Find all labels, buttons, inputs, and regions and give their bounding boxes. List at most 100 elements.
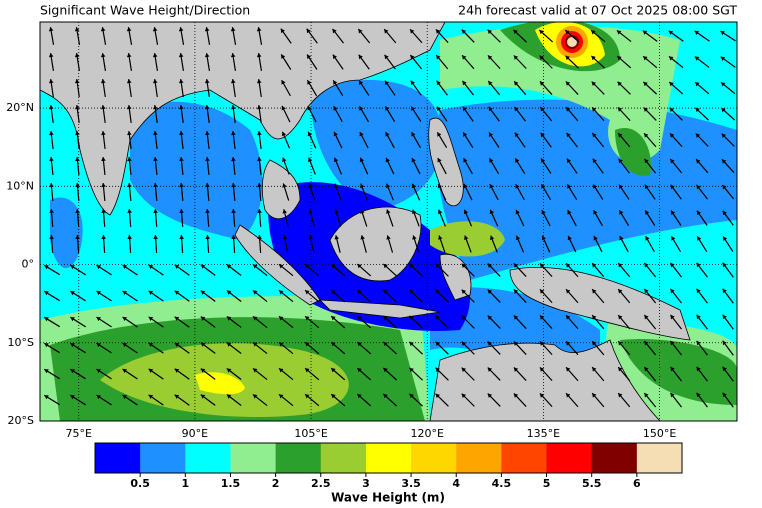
arrow-head [566, 263, 571, 268]
arrow-head [696, 314, 701, 320]
arrow-head [383, 341, 388, 347]
arrow-head [200, 316, 206, 321]
arrow-head [487, 55, 493, 60]
arrow-head [618, 315, 623, 320]
arrow-head [384, 80, 390, 86]
arrow-head [101, 209, 106, 214]
arrow-head [49, 209, 54, 214]
arrow-head [385, 132, 390, 137]
arrow-head [74, 53, 80, 58]
colorbar-tick-label: 1 [181, 477, 189, 490]
arrow-head [385, 157, 390, 163]
arrow-head [463, 158, 468, 163]
arrow-head [720, 31, 725, 36]
arrow-head [226, 264, 232, 269]
arrow-head [618, 289, 623, 294]
arrow-head [174, 394, 180, 399]
arrow-head [515, 235, 521, 241]
colorbar-swatch [230, 443, 277, 473]
lon-label: 105°E [294, 427, 327, 440]
colorbar-swatch [456, 443, 502, 473]
arrow-head [513, 289, 519, 294]
arrow-head [204, 79, 210, 84]
arrow-head [513, 393, 519, 398]
lon-label: 75°E [65, 427, 91, 440]
colorbar-swatch [320, 443, 367, 473]
arrow-head [644, 314, 649, 320]
arrow-head [593, 235, 598, 241]
arrow-head [204, 27, 210, 32]
arrow-head [96, 265, 101, 270]
arrow-head [436, 55, 441, 60]
arrow-head [179, 131, 184, 136]
arrow-head [96, 317, 101, 322]
arrow-head [200, 264, 206, 269]
arrow-head [722, 366, 727, 372]
arrow-head [644, 392, 649, 398]
arrow-head [515, 158, 520, 163]
arrow-head [487, 315, 493, 320]
arrow-head [720, 56, 726, 61]
arrow-head [722, 185, 727, 190]
colorbar-swatch [95, 443, 141, 473]
arrow-head [174, 264, 180, 269]
lat-label: 10°S [8, 336, 34, 349]
arrow-head [462, 80, 467, 86]
arrow-head [669, 107, 674, 113]
colorbar-tick-label: 2 [272, 477, 280, 490]
arrow-head [331, 316, 336, 321]
arrow-head [48, 27, 54, 32]
arrow-head [513, 315, 519, 320]
arrow-head [514, 106, 519, 112]
arrow-head [670, 340, 675, 346]
arrow-head [308, 235, 314, 240]
arrow-head [148, 264, 154, 269]
arrow-head [566, 367, 571, 372]
arrow-head [644, 288, 649, 294]
arrow-head [539, 367, 545, 372]
arrow-head [462, 55, 467, 60]
arrow-head [618, 133, 623, 138]
arrow-head [696, 340, 701, 346]
arrow-head [332, 54, 337, 60]
arrow-head [122, 394, 128, 400]
arrow-head [461, 367, 467, 372]
arrow-head [566, 158, 572, 164]
lat-label: 0° [22, 258, 35, 271]
arrow-head [174, 342, 180, 347]
arrow-head [384, 29, 389, 34]
colorbar-tick-label: 3 [362, 477, 370, 490]
arrow-head [70, 317, 75, 322]
arrow-head [411, 132, 416, 137]
arrow-head [282, 235, 288, 240]
arrow-head [721, 159, 727, 164]
arrow-head [461, 289, 467, 294]
land-new-guinea [509, 267, 691, 341]
wave-arrows [44, 27, 736, 408]
arrow-head [174, 290, 180, 295]
arrow-head [231, 209, 236, 214]
arrow-head [644, 184, 649, 190]
arrow-head [721, 82, 726, 87]
land-australia [429, 339, 661, 421]
arrow-head [179, 235, 184, 240]
arrow-head [642, 30, 648, 35]
arrow-head [307, 80, 312, 85]
colorbar-tick-label: 0.5 [130, 477, 150, 490]
arrow-head [617, 81, 622, 87]
colorbar [94, 442, 683, 477]
arrow-head [540, 132, 545, 138]
arrow-head [487, 263, 493, 268]
colorbar-swatch [365, 443, 412, 473]
arrow-head [541, 209, 546, 215]
arrow-head [148, 290, 154, 295]
colorbar-swatch [501, 443, 548, 473]
arrow-head [618, 393, 623, 398]
arrow-head [722, 210, 727, 216]
arrow-head [539, 29, 544, 35]
zone-1m-pac [436, 99, 737, 280]
arrow-head [153, 157, 158, 162]
arrow-head [281, 131, 287, 137]
arrow-head [334, 183, 339, 188]
